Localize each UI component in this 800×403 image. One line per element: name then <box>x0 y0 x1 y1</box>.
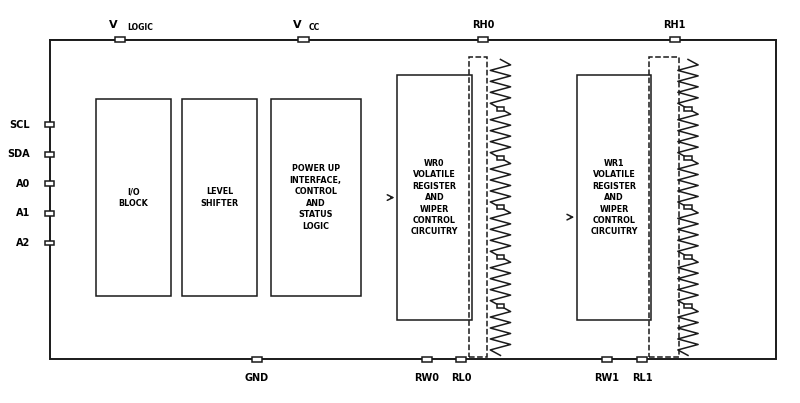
FancyBboxPatch shape <box>398 75 471 320</box>
Text: RH1: RH1 <box>663 20 686 30</box>
Text: A0: A0 <box>16 179 30 189</box>
Bar <box>670 37 680 42</box>
Bar <box>422 357 432 362</box>
FancyBboxPatch shape <box>182 99 257 296</box>
Text: V: V <box>293 20 302 30</box>
Bar <box>684 255 692 259</box>
Text: WR1
VOLATILE
REGISTER
AND
WIPER
CONTROL
CIRCUITRY: WR1 VOLATILE REGISTER AND WIPER CONTROL … <box>590 159 638 237</box>
Bar <box>45 181 54 186</box>
Bar <box>497 107 504 111</box>
Bar <box>497 206 504 210</box>
Text: LEVEL
SHIFTER: LEVEL SHIFTER <box>201 187 238 208</box>
Bar <box>45 122 54 127</box>
Bar <box>478 37 488 42</box>
Text: I/O
BLOCK: I/O BLOCK <box>118 187 149 208</box>
Text: WR0
VOLATILE
REGISTER
AND
WIPER
CONTROL
CIRCUITRY: WR0 VOLATILE REGISTER AND WIPER CONTROL … <box>410 159 458 237</box>
Bar <box>45 152 54 156</box>
Bar <box>45 241 54 245</box>
Text: RW1: RW1 <box>594 373 619 383</box>
FancyBboxPatch shape <box>97 99 170 296</box>
Bar <box>684 304 692 308</box>
Bar <box>251 357 262 362</box>
Text: A1: A1 <box>16 208 30 218</box>
Bar <box>497 304 504 308</box>
Bar <box>456 357 466 362</box>
Bar <box>602 357 612 362</box>
Bar <box>684 107 692 111</box>
Bar <box>684 206 692 210</box>
Text: RL1: RL1 <box>632 373 652 383</box>
Bar <box>497 156 504 160</box>
Text: RW0: RW0 <box>414 373 439 383</box>
FancyBboxPatch shape <box>577 75 651 320</box>
Text: POWER UP
INTERFACE,
CONTROL
AND
STATUS
LOGIC: POWER UP INTERFACE, CONTROL AND STATUS L… <box>290 164 342 231</box>
Text: CC: CC <box>309 23 320 31</box>
Bar <box>45 211 54 216</box>
Text: A2: A2 <box>16 238 30 248</box>
Text: SDA: SDA <box>7 149 30 159</box>
Text: RL0: RL0 <box>451 373 472 383</box>
Bar <box>298 37 309 42</box>
Bar <box>684 156 692 160</box>
Text: V: V <box>110 20 118 30</box>
Text: SCL: SCL <box>10 120 30 129</box>
Bar <box>497 255 504 259</box>
Text: RH0: RH0 <box>472 20 494 30</box>
Text: LOGIC: LOGIC <box>127 23 153 31</box>
FancyBboxPatch shape <box>270 99 361 296</box>
Bar <box>115 37 125 42</box>
FancyBboxPatch shape <box>50 39 776 359</box>
Text: GND: GND <box>245 373 269 383</box>
Bar <box>637 357 647 362</box>
